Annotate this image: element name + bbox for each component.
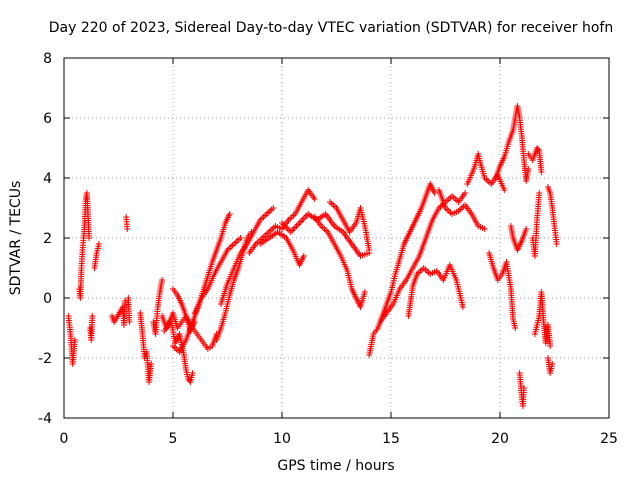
data-point [289, 227, 296, 234]
y-axis-label: SDTVAR / TECUs [8, 181, 24, 296]
data-point [293, 223, 300, 229]
data-point [126, 319, 133, 325]
data-point [520, 385, 527, 391]
x-tick-label: 15 [382, 431, 400, 447]
data-point [547, 343, 554, 349]
data-points [65, 103, 560, 409]
data-point [431, 190, 438, 196]
data-point [462, 190, 469, 196]
data-point [549, 361, 556, 367]
data-point [122, 298, 129, 304]
data-point [311, 196, 318, 202]
x-tick-label: 0 [60, 431, 69, 447]
data-point [525, 166, 532, 172]
axis-ticks: 0 5 10 15 20 25 -4 -2 0 2 4 6 8 [38, 51, 618, 447]
plot-frame [63, 57, 610, 419]
data-point [95, 241, 102, 247]
data-point [287, 229, 294, 235]
data-point [226, 211, 233, 217]
data-point [124, 226, 131, 232]
data-point [148, 361, 155, 367]
data-point [459, 304, 466, 310]
y-tick-label: 2 [43, 231, 52, 247]
data-point [512, 325, 519, 331]
x-tick-label: 5 [169, 431, 178, 447]
data-point [296, 220, 303, 226]
y-tick-label: 6 [43, 111, 52, 127]
y-tick-label: 4 [43, 171, 52, 187]
data-point [501, 187, 508, 193]
y-tick-label: -2 [38, 351, 52, 367]
data-point [71, 337, 78, 343]
data-point [297, 218, 304, 225]
data-point [523, 226, 530, 232]
data-point [270, 205, 277, 211]
chart-title: Day 220 of 2023, Sidereal Day-to-day VTE… [49, 20, 613, 36]
data-point [189, 370, 196, 376]
data-point [481, 226, 488, 232]
y-tick-label: -4 [38, 411, 52, 427]
data-point [86, 235, 93, 241]
x-tick-label: 20 [491, 431, 509, 447]
grid [64, 58, 609, 418]
data-point [536, 190, 543, 196]
x-tick-label: 10 [273, 431, 291, 447]
data-point [299, 217, 306, 223]
data-point [361, 289, 368, 295]
data-point [294, 221, 301, 228]
y-tick-label: 8 [43, 51, 52, 67]
data-point [89, 313, 96, 319]
data-point [159, 277, 166, 283]
data-point [300, 253, 307, 259]
y-tick-label: 0 [43, 291, 52, 307]
data-point [290, 226, 297, 232]
x-axis-label: GPS time / hours [277, 458, 394, 474]
data-point [237, 235, 244, 241]
data-point [538, 169, 545, 175]
data-point [300, 215, 307, 222]
data-point [292, 224, 299, 231]
data-point [366, 247, 373, 253]
x-tick-label: 25 [600, 431, 618, 447]
data-point [553, 241, 560, 247]
